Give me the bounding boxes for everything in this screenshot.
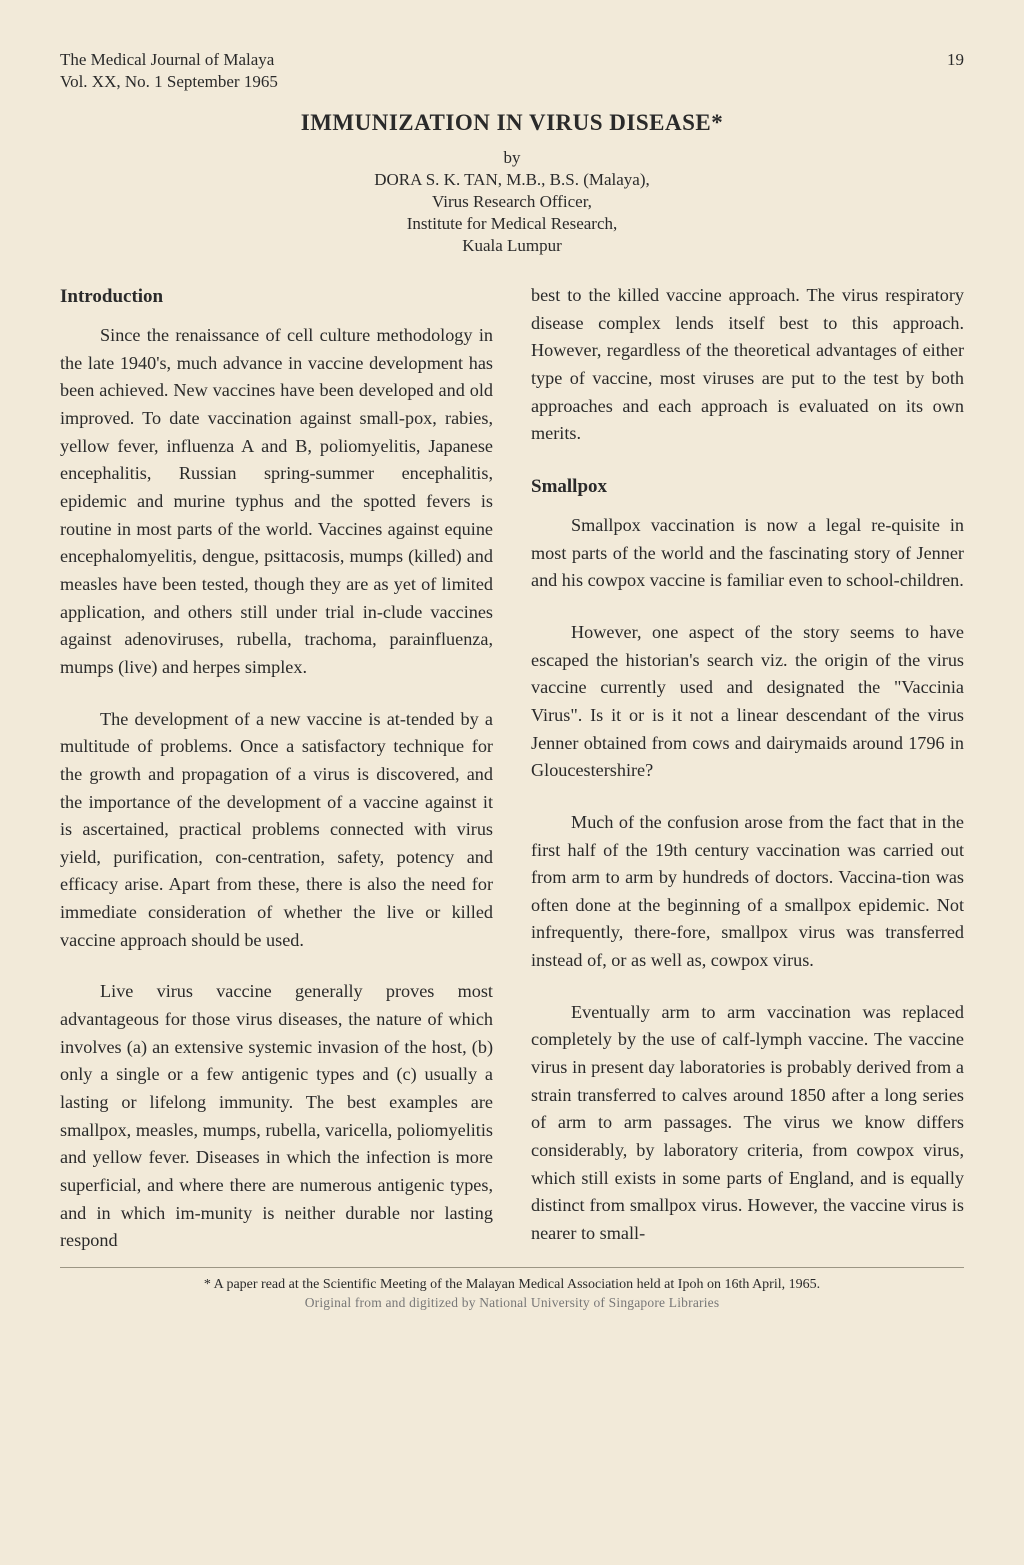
volume-line: Vol. XX, No. 1 September 1965 (60, 72, 964, 92)
section-head-smallpox: Smallpox (531, 476, 964, 498)
right-column: best to the killed vaccine approach. The… (531, 282, 964, 1255)
affiliation-1: Virus Research Officer, (60, 192, 964, 212)
smallpox-para-2: However, one aspect of the story seems t… (531, 619, 964, 785)
smallpox-para-1: Smallpox vaccination is now a legal re-q… (531, 512, 964, 595)
footnote-rule (60, 1267, 964, 1268)
intro-para-1: Since the renaissance of cell culture me… (60, 322, 493, 682)
page-number: 19 (947, 50, 964, 70)
footnote-area: * A paper read at the Scientific Meeting… (60, 1276, 964, 1312)
section-head-introduction: Introduction (60, 286, 493, 308)
journal-name: The Medical Journal of Malaya (60, 50, 274, 70)
journal-header: The Medical Journal of Malaya 19 (60, 50, 964, 70)
smallpox-para-3: Much of the confusion arose from the fac… (531, 809, 964, 975)
affiliation-3: Kuala Lumpur (60, 236, 964, 256)
article-title: IMMUNIZATION IN VIRUS DISEASE* (60, 110, 964, 136)
left-column: Introduction Since the renaissance of ce… (60, 282, 493, 1255)
footnote-text: * A paper read at the Scientific Meeting… (60, 1276, 964, 1294)
footnote-overlay: Original from and digitized by National … (60, 1294, 964, 1312)
intro-para-3-continued: best to the killed vaccine approach. The… (531, 282, 964, 448)
affiliation-2: Institute for Medical Research, (60, 214, 964, 234)
author-name: DORA S. K. TAN, M.B., B.S. (Malaya), (374, 170, 650, 189)
smallpox-para-4: Eventually arm to arm vaccination was re… (531, 999, 964, 1248)
intro-para-2: The development of a new vaccine is at-t… (60, 706, 493, 955)
two-column-body: Introduction Since the renaissance of ce… (60, 282, 964, 1255)
by-label: by (60, 148, 964, 168)
intro-para-3: Live virus vaccine generally proves most… (60, 978, 493, 1255)
author-line: DORA S. K. TAN, M.B., B.S. (Malaya), (60, 170, 964, 190)
